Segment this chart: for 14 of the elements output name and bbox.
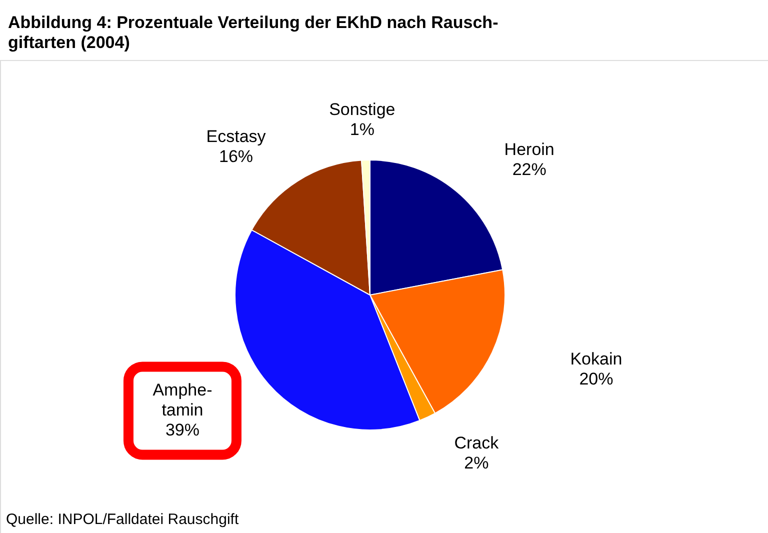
data-label: 39% (165, 420, 200, 440)
data-label: 16% (219, 147, 254, 166)
slice-label: Kokain (570, 350, 622, 369)
slice-label: Ecstasy (206, 127, 266, 146)
source-note: Quelle: INPOL/Falldatei Rauschgift (6, 511, 240, 528)
data-label: 22% (512, 160, 546, 180)
slice-label: Amphe- tamin (152, 380, 212, 420)
data-label: 2% (464, 453, 489, 472)
slice-label: Heroin (504, 140, 554, 160)
chart-title: Abbildung 4: Prozentuale Verteilung der EKhD nach Rausch- giftarten (2004) (8, 13, 498, 52)
data-label: 20% (579, 370, 614, 389)
slice-label: Sonstige (329, 100, 396, 120)
data-label: 1% (350, 120, 374, 140)
slice-label: Crack (454, 433, 500, 452)
